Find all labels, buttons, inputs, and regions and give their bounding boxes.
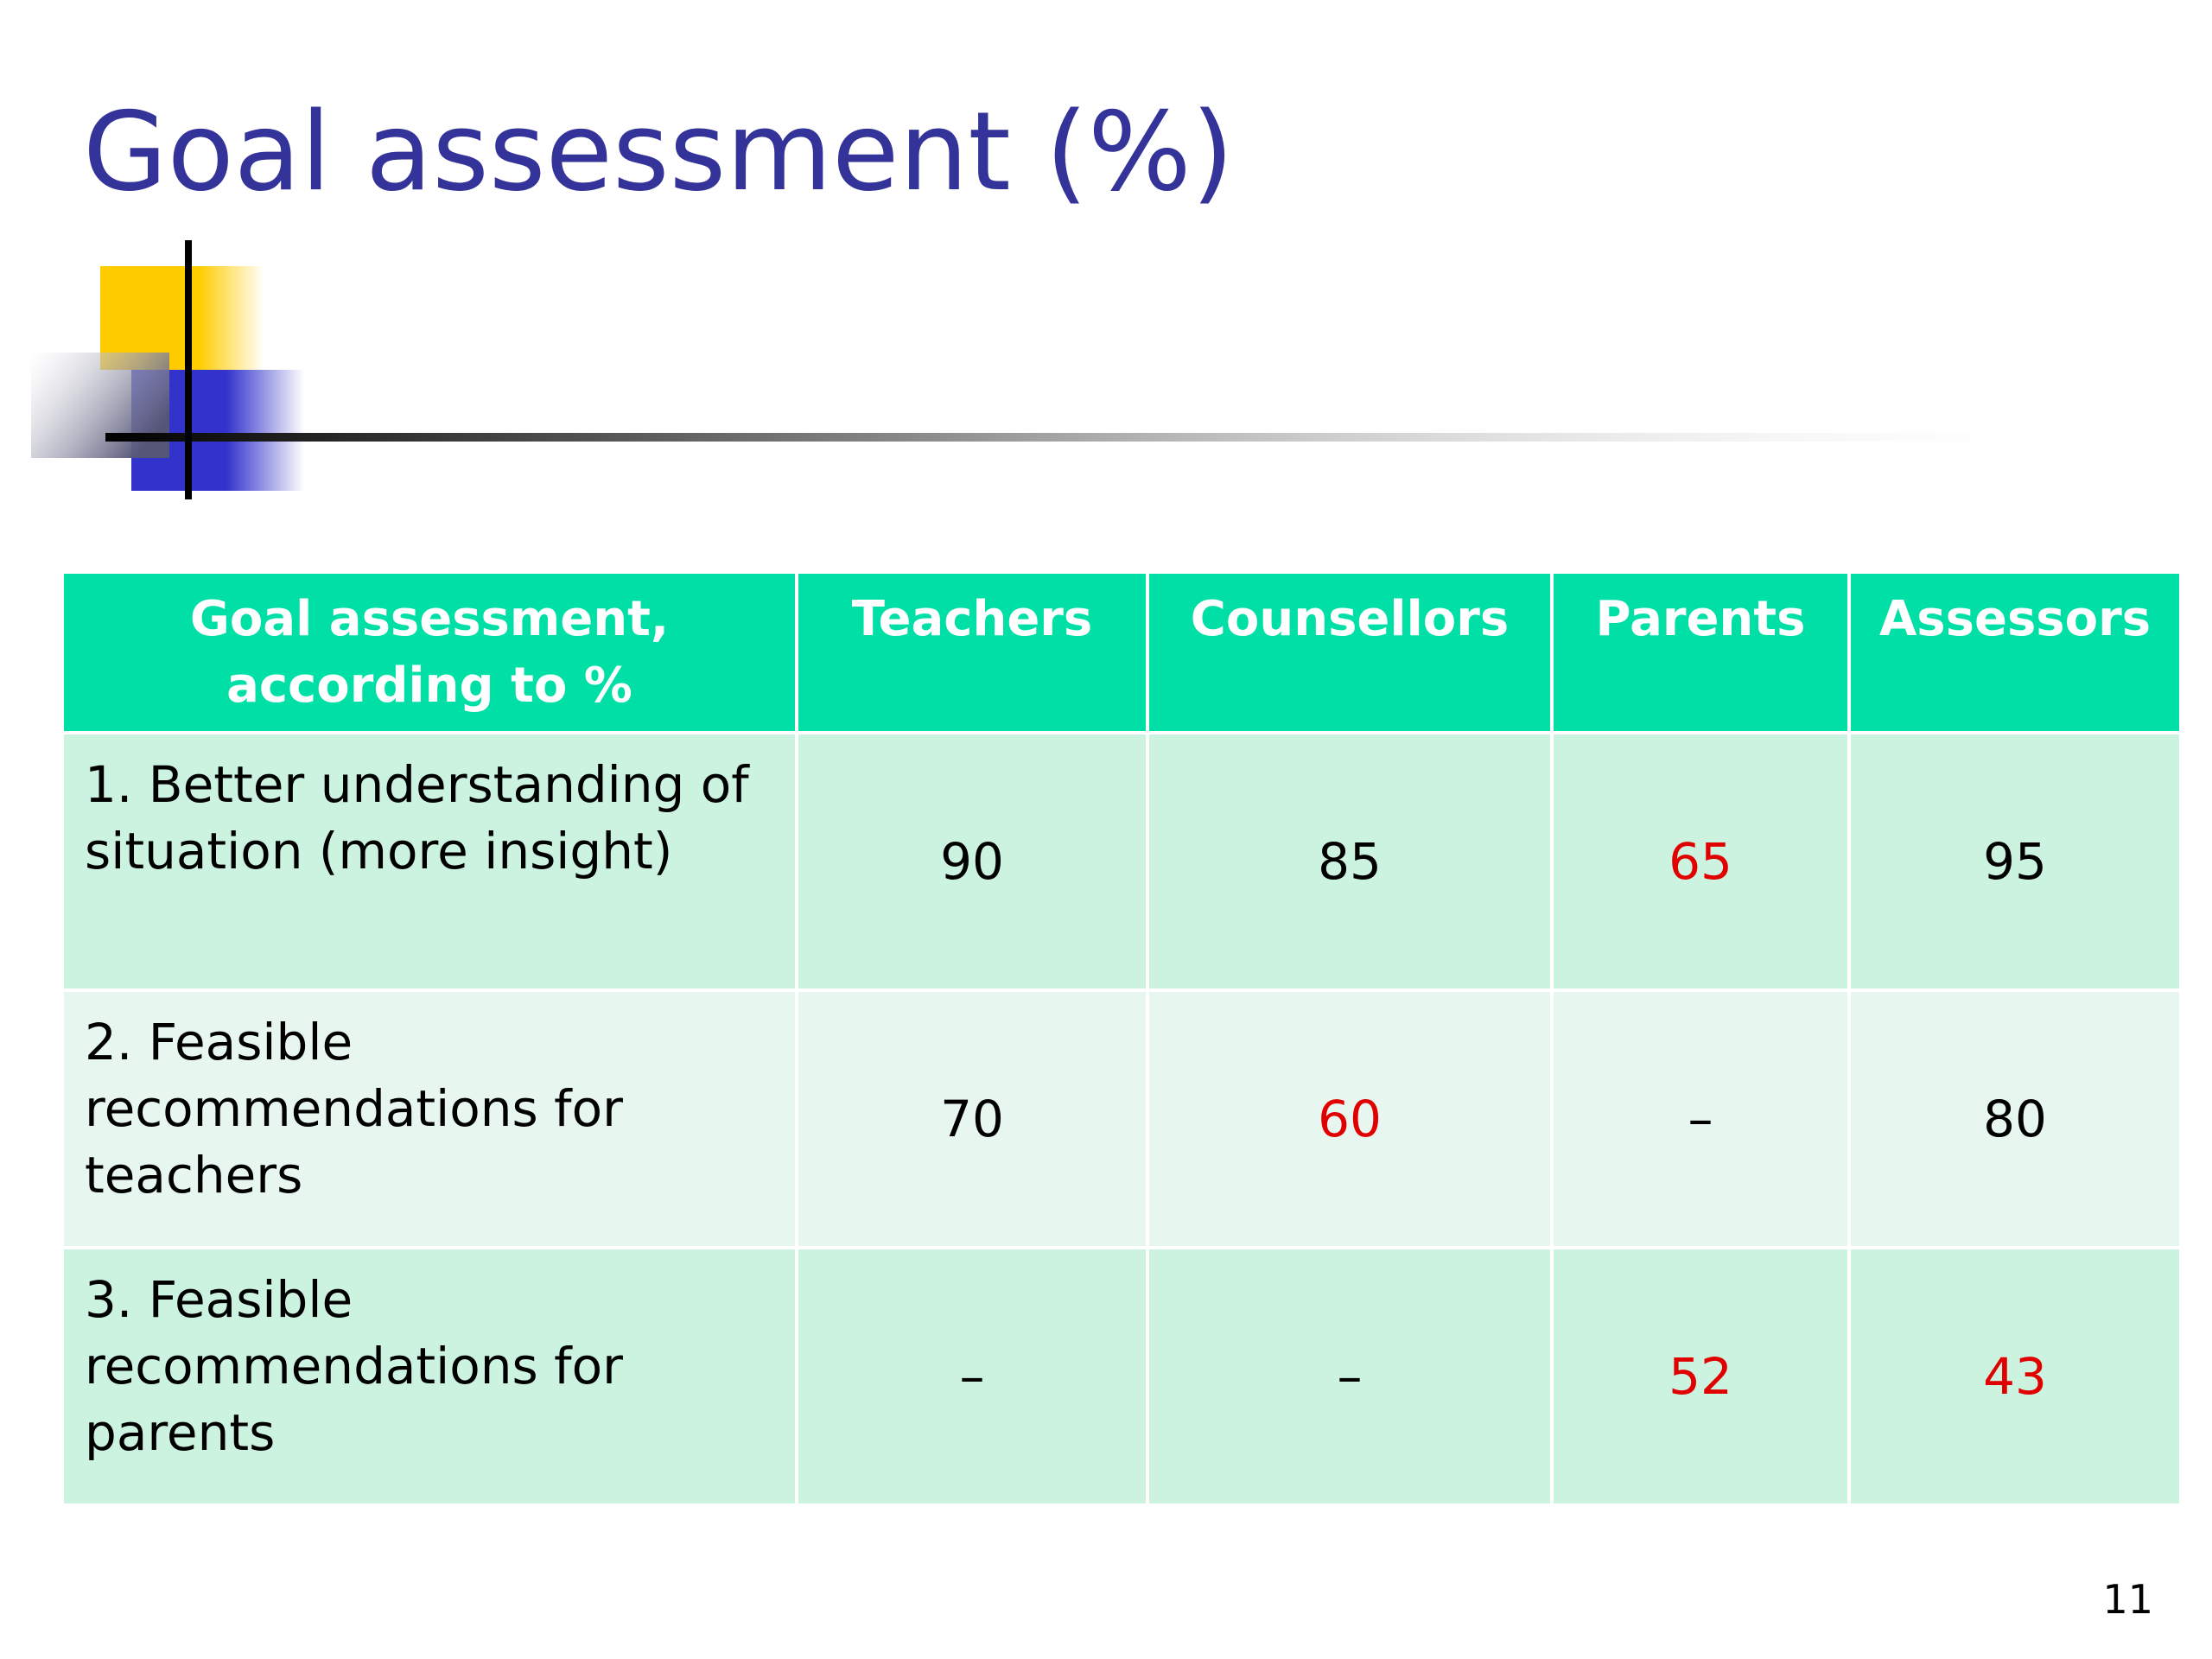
header-teachers: Teachers — [795, 570, 1149, 734]
goal-assessment-table: Goal assessment, according to % Teachers… — [60, 570, 2183, 1507]
cell-parents: 65 — [1550, 731, 1851, 992]
deco-horizontal-line — [105, 433, 2108, 442]
table-header-row: Goal assessment, according to % Teachers… — [60, 570, 2183, 734]
header-counsellors: Counsellors — [1146, 570, 1554, 734]
header-parents: Parents — [1550, 570, 1851, 734]
table-row: 3. Feasible recommendations for parents … — [60, 1246, 2183, 1507]
table-row: 2. Feasible recommendations for teachers… — [60, 988, 2183, 1249]
cell-counsellors: – — [1146, 1246, 1554, 1507]
table-row: 1. Better understanding of situation (mo… — [60, 731, 2183, 992]
header-assessors: Assessors — [1847, 570, 2183, 734]
row-label: 3. Feasible recommendations for parents — [60, 1246, 798, 1507]
cell-teachers: – — [795, 1246, 1149, 1507]
deco-vertical-line — [185, 240, 192, 499]
cell-counsellors: 60 — [1146, 988, 1554, 1249]
cell-assessors: 80 — [1847, 988, 2183, 1249]
page-number: 11 — [2102, 1576, 2153, 1623]
cell-assessors: 95 — [1847, 731, 2183, 992]
row-label: 2. Feasible recommendations for teachers — [60, 988, 798, 1249]
title-decoration — [0, 233, 2212, 518]
cell-assessors: 43 — [1847, 1246, 2183, 1507]
cell-parents: 52 — [1550, 1246, 1851, 1507]
deco-gray-square — [31, 353, 169, 458]
cell-teachers: 90 — [795, 731, 1149, 992]
cell-parents: – — [1550, 988, 1851, 1249]
slide-title: Goal assessment (%) — [83, 88, 1234, 215]
header-goal-assessment: Goal assessment, according to % — [60, 570, 798, 734]
cell-counsellors: 85 — [1146, 731, 1554, 992]
row-label: 1. Better understanding of situation (mo… — [60, 731, 798, 992]
cell-teachers: 70 — [795, 988, 1149, 1249]
